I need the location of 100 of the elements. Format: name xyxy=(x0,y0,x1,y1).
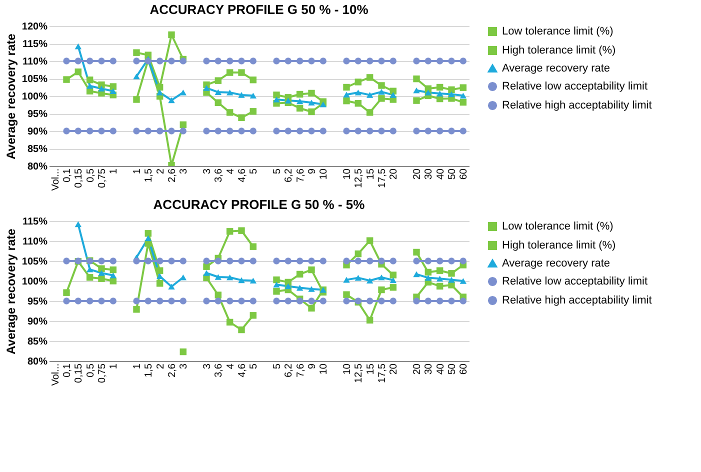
y-tick-label: 110% xyxy=(22,236,48,248)
y-axis-title: Average recovery rate xyxy=(4,33,18,160)
x-tick-label: 40 xyxy=(435,363,446,375)
legend-label: Relative high acceptability limit xyxy=(502,100,652,112)
point xyxy=(424,90,432,96)
x-tick-label: 12,5 xyxy=(354,168,365,188)
point xyxy=(98,270,105,276)
point xyxy=(110,298,117,304)
legend-label: Low tolerance limit (%) xyxy=(502,26,614,38)
point xyxy=(296,284,304,291)
x-tick-label: 50 xyxy=(447,363,458,375)
point xyxy=(238,227,245,234)
point xyxy=(74,43,82,50)
point xyxy=(424,58,432,64)
point xyxy=(413,97,420,104)
legend-label: High tolerance limit (%) xyxy=(502,44,616,56)
point xyxy=(390,277,397,284)
point xyxy=(284,98,292,104)
point xyxy=(413,58,420,64)
point xyxy=(343,92,350,98)
point xyxy=(354,100,362,107)
point xyxy=(390,88,397,94)
point xyxy=(250,128,257,134)
x-tick-label: 1,5 xyxy=(144,168,155,182)
point xyxy=(390,272,397,278)
point xyxy=(343,128,350,134)
legend-label: High tolerance limit (%) xyxy=(502,240,616,252)
point xyxy=(460,298,467,304)
point xyxy=(238,92,245,98)
point xyxy=(354,58,362,64)
x-tick-label: 5 xyxy=(272,363,283,370)
point xyxy=(308,58,315,64)
point xyxy=(378,286,385,294)
legend-label: Average recovery rate xyxy=(502,258,610,270)
point xyxy=(284,128,292,134)
x-tick-label: 10 xyxy=(342,168,353,180)
x-tick-label: 4,6 xyxy=(237,363,248,378)
point xyxy=(343,58,350,64)
point xyxy=(273,258,280,264)
x-tick-label: 0,15 xyxy=(74,168,85,188)
x-tick-label: 6,2 xyxy=(284,168,295,182)
point xyxy=(180,348,187,356)
point xyxy=(390,284,397,291)
point xyxy=(308,90,315,97)
chart-title: ACCURACY PROFILE G 50 % - 5% xyxy=(153,197,366,212)
point xyxy=(86,298,94,304)
point xyxy=(436,298,444,304)
point xyxy=(168,298,175,304)
chart-title: ACCURACY PROFILE G 50 % - 10% xyxy=(150,2,369,17)
y-tick-label: 115% xyxy=(22,216,48,228)
x-tick-label: 40 xyxy=(435,168,446,180)
point xyxy=(273,288,280,295)
point xyxy=(156,58,164,64)
point xyxy=(308,298,315,304)
point xyxy=(156,298,164,304)
point xyxy=(180,274,187,280)
x-tick-label: 3 xyxy=(202,168,213,174)
y-tick-label: 95% xyxy=(27,296,48,308)
point xyxy=(156,258,164,264)
point xyxy=(308,128,315,134)
y-tick-label: 100% xyxy=(22,276,48,288)
point xyxy=(273,58,280,64)
point xyxy=(86,82,94,89)
point xyxy=(320,58,327,64)
x-tick-label: Vol... xyxy=(50,364,62,386)
point xyxy=(156,280,164,287)
point xyxy=(238,326,245,334)
y-tick-label: 80% xyxy=(27,356,48,368)
point xyxy=(436,282,444,290)
x-tick-label: 0,75 xyxy=(97,168,108,188)
point xyxy=(203,298,210,304)
x-tick-label: 1 xyxy=(132,168,143,174)
point xyxy=(238,58,245,64)
point xyxy=(378,298,385,304)
point xyxy=(250,312,257,319)
legend-label: Relative high acceptability limit xyxy=(502,294,652,306)
x-tick-label: 9 xyxy=(307,168,318,174)
point xyxy=(460,278,467,284)
point xyxy=(296,98,304,104)
point xyxy=(156,267,164,274)
x-tick-label: 0,1 xyxy=(62,363,73,378)
point xyxy=(144,230,152,237)
point xyxy=(86,266,94,272)
point xyxy=(86,128,94,134)
point xyxy=(343,98,350,104)
point xyxy=(284,298,292,304)
point xyxy=(413,298,420,304)
y-axis-title: Average recovery rate xyxy=(4,228,18,354)
point xyxy=(308,286,315,292)
point xyxy=(110,83,117,90)
point xyxy=(180,121,187,128)
point xyxy=(168,258,175,264)
point xyxy=(413,87,420,94)
point xyxy=(366,128,374,134)
point xyxy=(390,258,397,264)
x-tick-label: 3 xyxy=(178,363,190,370)
point xyxy=(284,283,292,290)
point xyxy=(203,85,210,91)
point xyxy=(98,265,105,272)
point xyxy=(273,92,280,98)
